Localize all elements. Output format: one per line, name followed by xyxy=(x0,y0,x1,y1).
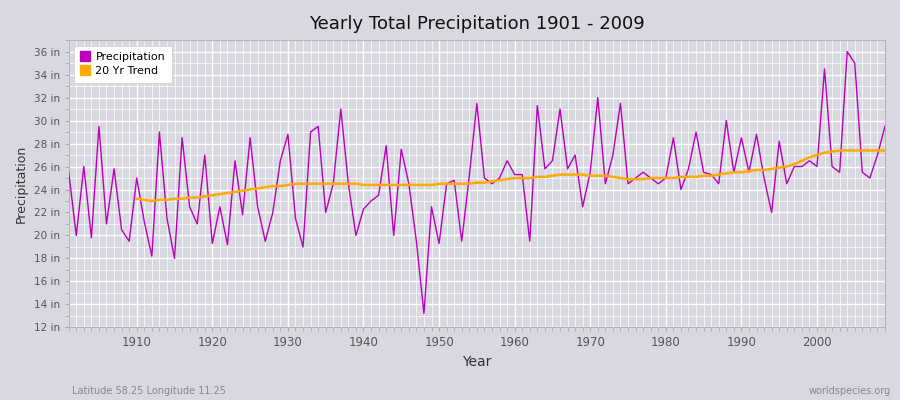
Text: worldspecies.org: worldspecies.org xyxy=(809,386,891,396)
Legend: Precipitation, 20 Yr Trend: Precipitation, 20 Yr Trend xyxy=(75,46,172,82)
Title: Yearly Total Precipitation 1901 - 2009: Yearly Total Precipitation 1901 - 2009 xyxy=(309,15,644,33)
Y-axis label: Precipitation: Precipitation xyxy=(15,145,28,223)
X-axis label: Year: Year xyxy=(463,355,491,369)
Text: Latitude 58.25 Longitude 11.25: Latitude 58.25 Longitude 11.25 xyxy=(72,386,226,396)
